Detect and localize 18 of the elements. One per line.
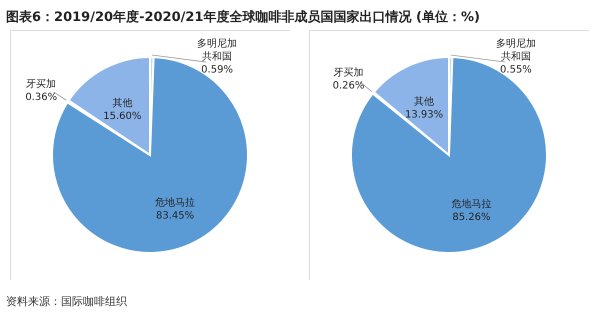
data-label: 0.55% — [500, 64, 532, 76]
slice-label: 多明尼加共和国 — [197, 38, 238, 63]
slice-label: 牙买加 — [334, 66, 364, 79]
text: 资料来源：国际咖啡组织 — [5, 294, 128, 309]
slice-label: 多明尼加共和国 — [496, 38, 536, 63]
slice-label: 其他 — [414, 96, 434, 108]
slice-label: 危地马拉 — [155, 196, 196, 209]
slice-label: 其他 — [112, 97, 132, 110]
slice-label: 牙买加 — [26, 78, 56, 90]
data-label: 0.26% — [332, 80, 364, 92]
data-label: 13.93% — [405, 110, 444, 121]
data-label: 85.26% — [452, 212, 490, 224]
data-label: 83.45% — [156, 210, 194, 222]
chart-title: 图表6：2019/20年度-2020/21年度全球咖啡非成员国国家出口情况 (单位：%) — [5, 8, 481, 27]
data-label: 0.59% — [201, 64, 233, 76]
data-label: 15.60% — [103, 111, 142, 122]
slice-label: 危地马拉 — [451, 198, 492, 210]
data-label: 0.36% — [25, 92, 58, 103]
